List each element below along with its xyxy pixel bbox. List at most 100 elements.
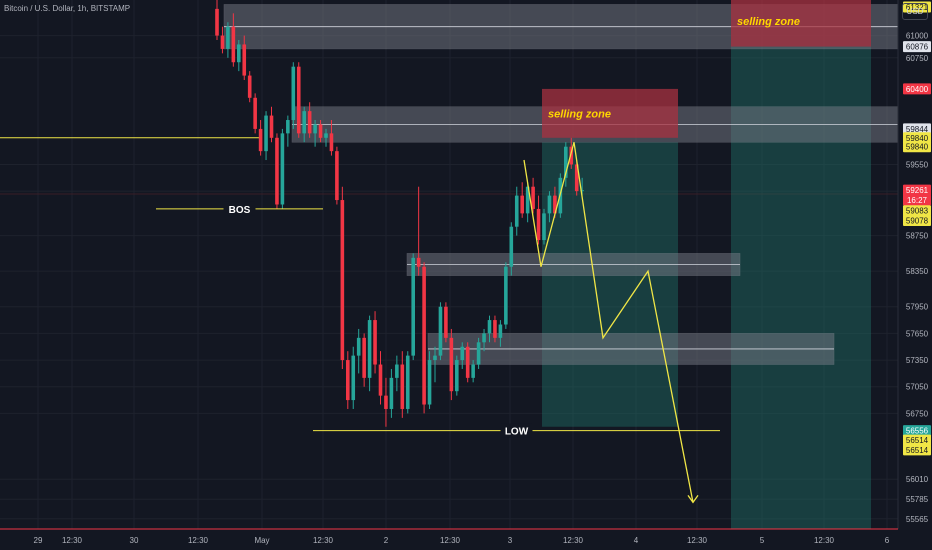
price-label: 61000	[906, 32, 929, 41]
selling-zone	[731, 0, 871, 47]
price-label: 58750	[906, 232, 929, 241]
candle-body	[427, 360, 432, 405]
price-label: 57350	[906, 356, 929, 365]
price-label: 56750	[906, 409, 929, 418]
candle-body	[520, 195, 524, 214]
price-label-bg	[903, 41, 931, 53]
price-label: 60750	[906, 54, 929, 63]
price-label-bg	[903, 194, 931, 206]
candle-body	[542, 213, 546, 241]
candle-body	[220, 35, 225, 49]
candle-body	[269, 115, 274, 138]
candle-body	[389, 377, 394, 409]
price-label-bg	[903, 1, 931, 13]
price-label: 55565	[906, 515, 929, 524]
time-tick-label: 12:30	[62, 536, 83, 545]
time-tick-label: 5	[760, 536, 765, 545]
candle-body	[564, 146, 568, 178]
candle-body	[547, 195, 552, 214]
selling-zone	[542, 88, 678, 138]
candle-body	[482, 333, 486, 343]
time-tick-label: 12:30	[814, 536, 835, 545]
candle-body	[498, 324, 503, 338]
selling-zone-label: selling zone	[737, 16, 800, 28]
candle-body	[525, 186, 530, 214]
price-label-bg	[903, 141, 931, 153]
candle-body	[460, 346, 465, 361]
time-tick-label: 3	[508, 536, 513, 545]
price-label: 56556	[906, 427, 929, 436]
projection-arrow	[687, 494, 699, 504]
candle-body	[487, 320, 492, 334]
price-label-bg	[903, 214, 931, 226]
candle-body	[536, 208, 541, 241]
price-label: 56514	[906, 446, 929, 455]
price-label: 60876	[906, 43, 929, 52]
price-label: 57950	[906, 303, 929, 312]
price-label: 16:27	[907, 196, 928, 205]
candle-body	[291, 66, 296, 121]
candle-body	[356, 337, 361, 356]
time-tick-label: 29	[34, 536, 43, 545]
price-label: 58350	[906, 267, 929, 276]
price-label: 59261	[906, 186, 929, 195]
candle-body	[237, 44, 241, 63]
candle-body	[280, 133, 285, 205]
price-label: 59550	[906, 160, 929, 169]
price-label-bg	[903, 434, 931, 446]
candle-body	[509, 226, 514, 267]
candle-body	[455, 360, 459, 392]
candle-body	[226, 26, 230, 49]
price-label-bg	[903, 444, 931, 456]
candle-body	[351, 355, 356, 401]
time-tick-label: 12:30	[563, 536, 584, 545]
candle-body	[553, 195, 557, 214]
candle-body	[433, 355, 437, 361]
candle-body	[253, 97, 257, 129]
candle-body	[264, 115, 268, 152]
candle-body	[247, 75, 252, 98]
candle-body	[286, 120, 290, 134]
candle-body	[569, 146, 574, 165]
candle-body	[580, 190, 584, 192]
candle-body	[422, 266, 426, 405]
candle-body	[504, 266, 508, 325]
time-tick-label: 6	[885, 536, 890, 545]
price-label: 59840	[906, 134, 929, 143]
time-tick-label: May	[254, 536, 269, 545]
candle-body	[384, 395, 388, 409]
time-tick-label: 30	[130, 536, 139, 545]
price-label: 59840	[906, 143, 929, 152]
candle-body	[493, 320, 497, 338]
candle-body	[416, 257, 421, 267]
candle-body	[476, 342, 481, 365]
candle-body	[411, 257, 415, 356]
price-label-bg	[903, 123, 931, 135]
price-label: 56514	[906, 436, 929, 445]
candle-body	[438, 306, 443, 356]
price-label-bg	[903, 83, 931, 95]
candle-body	[275, 137, 279, 205]
currency-button[interactable]: USD	[902, 3, 928, 20]
candle-body	[373, 320, 377, 365]
level-label: BOS	[229, 205, 251, 216]
candle-body	[242, 44, 247, 76]
time-tick-label: 12:30	[687, 536, 708, 545]
time-tick-label: 12:30	[188, 536, 209, 545]
target-zone	[542, 142, 678, 427]
candle-body	[400, 364, 405, 409]
time-tick-label: 4	[634, 536, 639, 545]
candle-body	[340, 200, 345, 361]
time-tick-label: 2	[384, 536, 389, 545]
candle-body	[307, 111, 312, 134]
price-label-bg	[903, 205, 931, 217]
level-label-bg	[223, 201, 256, 216]
candle-body	[329, 133, 334, 152]
price-label: 56010	[906, 475, 929, 484]
candle-body	[362, 337, 366, 378]
price-label: 59844	[906, 125, 929, 134]
candle-body	[313, 124, 317, 134]
candle-body	[471, 364, 475, 378]
candle-body	[444, 306, 448, 338]
